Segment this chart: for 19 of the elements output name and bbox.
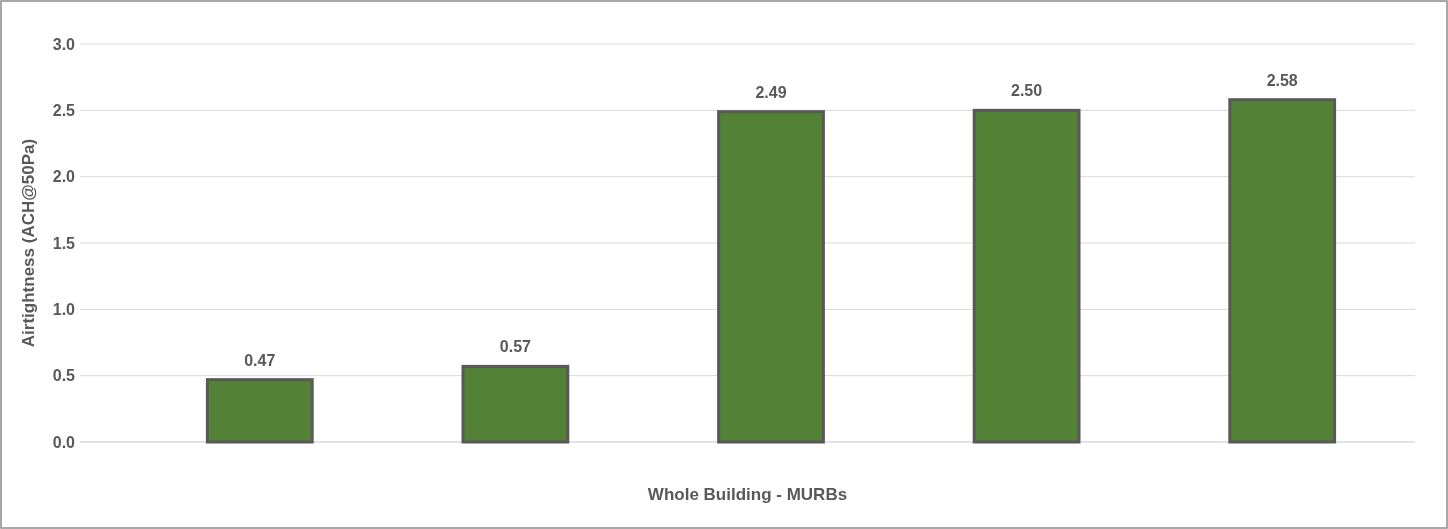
- y-tick-label: 2.0: [52, 168, 76, 186]
- x-axis-title: Whole Building - MURBs: [647, 485, 848, 504]
- bar: [717, 110, 825, 444]
- y-tick-label: 2.5: [52, 101, 76, 119]
- y-tick-label: 0.0: [52, 433, 76, 451]
- bar: [1228, 98, 1337, 444]
- y-tick-label: 1.5: [52, 234, 76, 252]
- y-axis-title: Airtightness (ACH@50Pa): [18, 138, 38, 348]
- bar: [972, 108, 1081, 444]
- data-label: 2.49: [755, 83, 787, 101]
- data-label: 2.50: [1011, 82, 1043, 100]
- data-label: 2.58: [1266, 71, 1298, 89]
- y-tick-label: 0.5: [52, 367, 76, 385]
- bar: [461, 364, 570, 444]
- bar: [205, 378, 314, 444]
- data-label: 0.57: [499, 338, 532, 356]
- y-tick-label: 1.0: [52, 300, 76, 318]
- y-tick-label: 3.0: [52, 35, 76, 53]
- data-label: 0.47: [244, 351, 276, 369]
